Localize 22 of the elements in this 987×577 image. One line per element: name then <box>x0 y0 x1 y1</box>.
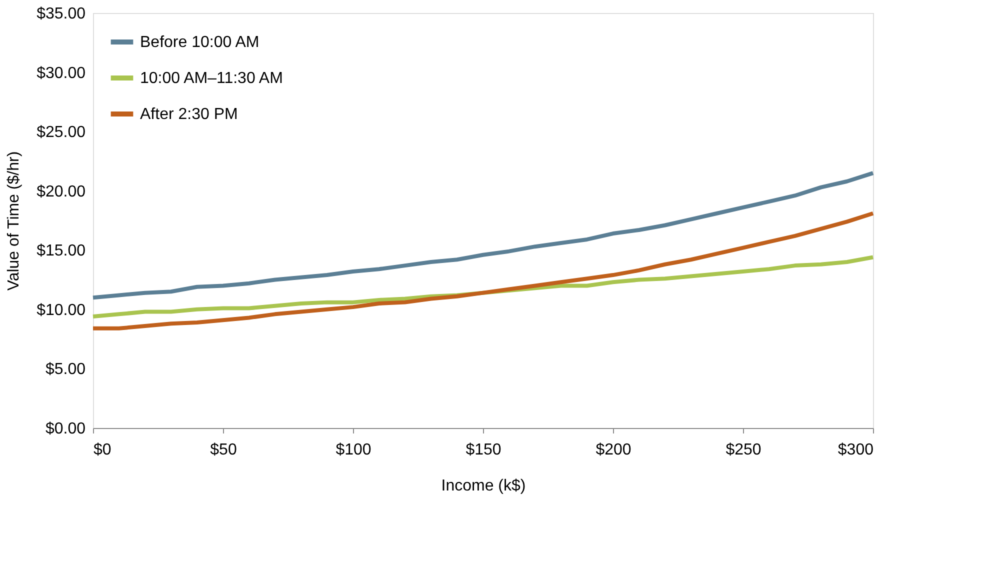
legend-label: 10:00 AM–11:30 AM <box>140 70 283 87</box>
y-tick-label: $30.00 <box>36 64 86 82</box>
x-tick-label: $200 <box>596 442 632 458</box>
x-tick-label: $250 <box>726 442 762 458</box>
y-tick-label: $25.00 <box>36 124 86 142</box>
line-series <box>91 211 875 330</box>
y-tick-label: $5.00 <box>45 361 86 378</box>
legend-label: After 2:30 PM <box>140 106 238 123</box>
x-tick-label: $0 <box>94 442 112 458</box>
y-tick-label: $10.00 <box>36 302 86 319</box>
line-series <box>91 171 875 300</box>
y-axis-title: Value of Time ($/hr) <box>6 151 23 291</box>
x-tick-label: $100 <box>336 442 372 458</box>
y-tick-label: $0.00 <box>45 420 86 438</box>
x-tick-label: $50 <box>210 442 237 458</box>
legend-label: Before 10:00 AM <box>140 34 260 51</box>
y-tick-label: $20.00 <box>36 183 86 200</box>
x-axis-title: Income (k$) <box>441 478 526 494</box>
y-tick-label: $15.00 <box>36 242 86 260</box>
y-tick-label: $35.00 <box>36 6 86 22</box>
x-tick-label: $300 <box>838 442 874 458</box>
x-tick-label: $150 <box>466 442 502 458</box>
